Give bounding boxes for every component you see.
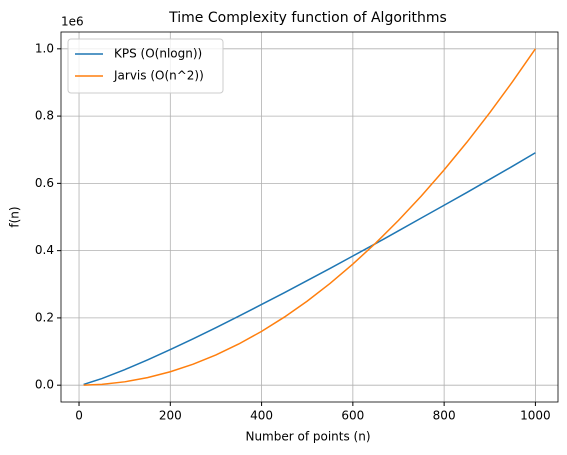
chart-title: Time Complexity function of Algorithms bbox=[168, 10, 447, 26]
y-tick-label: 0.0 bbox=[35, 378, 54, 392]
x-tick-label: 600 bbox=[341, 409, 364, 423]
line bbox=[83, 48, 537, 386]
y-tick-label: 0.6 bbox=[35, 176, 54, 190]
legend: KPS (O(nlogn)) Jarvis (O(n^2)) bbox=[67, 38, 224, 94]
y-tick-label: 1.0 bbox=[35, 41, 54, 55]
x-axis-label: Number of points (n) bbox=[245, 430, 370, 444]
x-tick-label: 1000 bbox=[520, 409, 551, 423]
x-tick-label: 800 bbox=[433, 409, 456, 423]
y-offset-label: 1e6 bbox=[61, 15, 84, 29]
x-tick-label: 200 bbox=[159, 409, 182, 423]
y-tick-label: 0.4 bbox=[35, 243, 54, 257]
legend-label: KPS (O(nlogn)) bbox=[114, 47, 202, 61]
y-axis-label: f(n) bbox=[8, 206, 22, 227]
line bbox=[83, 152, 536, 386]
legend-box bbox=[67, 38, 224, 94]
plot-frame bbox=[60, 31, 559, 403]
x-tick-label: 400 bbox=[250, 409, 273, 423]
y-tick-label: 0.8 bbox=[35, 109, 54, 123]
x-tick-label: 0 bbox=[75, 409, 83, 423]
y-tick-label: 0.2 bbox=[35, 310, 54, 324]
legend-label: Jarvis (O(n^2)) bbox=[113, 69, 204, 83]
